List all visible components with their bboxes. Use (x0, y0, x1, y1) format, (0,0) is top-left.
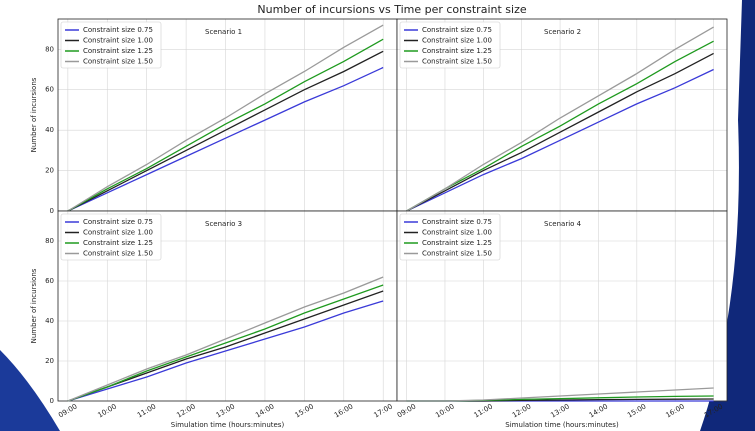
legend-label: Constraint size 1.25 (83, 239, 153, 247)
x-tick-label: 16:00 (333, 402, 354, 419)
legend-label: Constraint size 1.00 (422, 229, 492, 237)
scenario-label: Scenario 1 (205, 28, 242, 36)
x-tick-label: 16:00 (664, 402, 685, 419)
x-tick-label: 14:00 (254, 402, 275, 419)
legend-label: Constraint size 1.00 (83, 37, 153, 45)
legend-label: Constraint size 1.25 (422, 47, 492, 55)
legend-label: Constraint size 1.25 (422, 239, 492, 247)
x-tick-label: 13:00 (215, 402, 236, 419)
legend-label: Constraint size 0.75 (83, 26, 153, 34)
x-tick-label: 09:00 (57, 402, 78, 419)
x-tick-label: 09:00 (396, 402, 417, 419)
y-tick-label: 0 (50, 397, 54, 405)
legend-label: Constraint size 1.00 (422, 37, 492, 45)
x-tick-label: 11:00 (136, 402, 157, 419)
legend-label: Constraint size 1.00 (83, 229, 153, 237)
y-tick-label: 60 (45, 277, 54, 285)
legend-label: Constraint size 1.50 (422, 58, 492, 66)
x-tick-label: 10:00 (434, 402, 455, 419)
x-tick-label: 13:00 (549, 402, 570, 419)
y-axis-label: Number of incursions (30, 77, 38, 152)
y-tick-label: 0 (50, 207, 54, 215)
x-axis-label: Simulation time (hours:minutes) (505, 421, 619, 429)
y-tick-label: 20 (45, 167, 54, 175)
chart: Number of incursions vs Time per constra… (0, 0, 755, 431)
x-tick-label: 15:00 (626, 402, 647, 419)
legend-label: Constraint size 1.50 (83, 58, 153, 66)
x-tick-label: 12:00 (175, 402, 196, 419)
x-tick-label: 15:00 (294, 402, 315, 419)
x-tick-label: 17:00 (372, 402, 393, 419)
y-tick-label: 80 (45, 237, 54, 245)
chart-title: Number of incursions vs Time per constra… (257, 3, 526, 16)
legend-label: Constraint size 1.50 (422, 250, 492, 258)
legend-label: Constraint size 1.50 (83, 250, 153, 258)
y-tick-label: 40 (45, 126, 54, 134)
y-tick-label: 80 (45, 45, 54, 53)
y-tick-label: 40 (45, 317, 54, 325)
x-tick-label: 11:00 (473, 402, 494, 419)
x-tick-label: 10:00 (97, 402, 118, 419)
x-tick-label: 12:00 (511, 402, 532, 419)
scenario-label: Scenario 2 (544, 28, 581, 36)
legend-label: Constraint size 0.75 (422, 26, 492, 34)
legend-label: Constraint size 1.25 (83, 47, 153, 55)
y-tick-label: 20 (45, 357, 54, 365)
scenario-label: Scenario 4 (544, 220, 582, 228)
x-axis-label: Simulation time (hours:minutes) (171, 421, 285, 429)
scenario-label: Scenario 3 (205, 220, 242, 228)
legend-label: Constraint size 0.75 (422, 218, 492, 226)
legend-label: Constraint size 0.75 (83, 218, 153, 226)
x-tick-label: 14:00 (588, 402, 609, 419)
page: Number of incursions vs Time per constra… (0, 0, 755, 431)
y-axis-label: Number of incursions (30, 268, 38, 343)
y-tick-label: 60 (45, 86, 54, 94)
